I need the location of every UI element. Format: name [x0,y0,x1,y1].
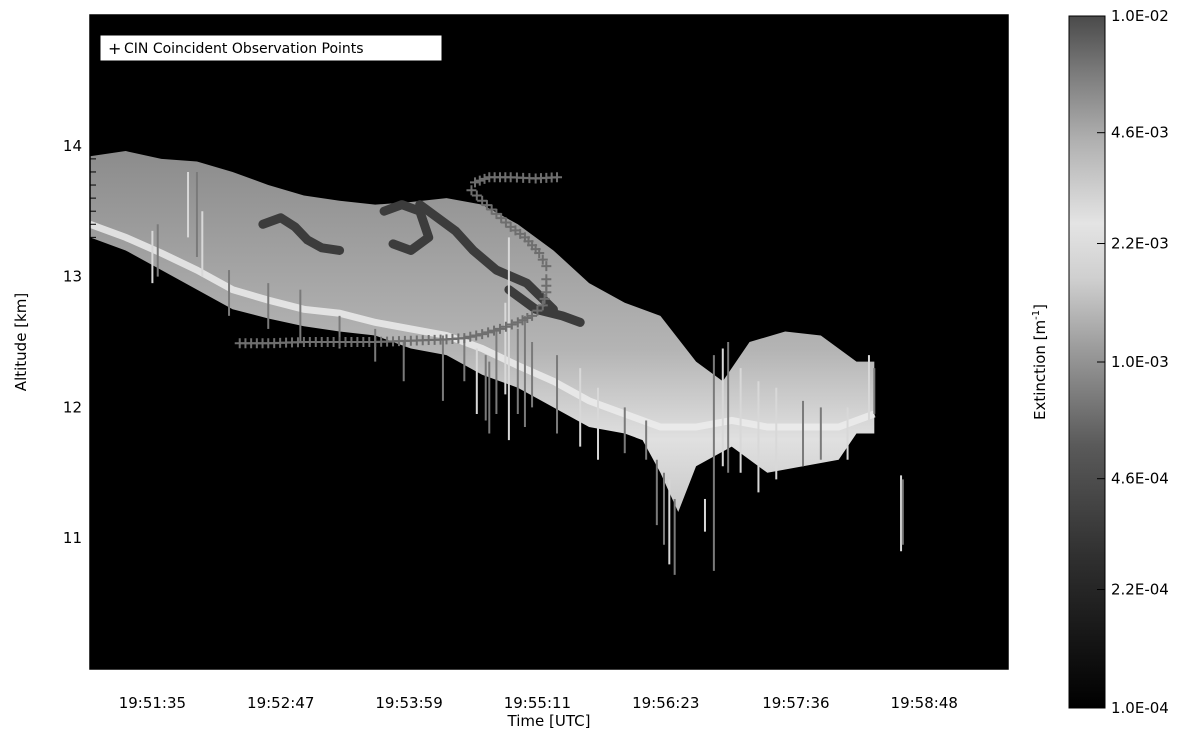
x-tick-label: 19:58:48 [891,694,958,712]
cin-point [470,177,481,188]
cin-point [500,321,511,332]
cin-point [481,200,492,211]
cin-point [527,310,538,321]
cin-point [471,190,482,201]
colorbar-unit-suffix: ] [1031,304,1049,310]
x-tick-label: 19:55:11 [504,694,571,712]
colorbar-label-name: Extinction [1031,345,1049,420]
colorbar-tick-label: 1.0E-03 [1111,353,1169,371]
cin-point [500,217,511,228]
colorbar-label: Extinction [m-1] [1031,304,1049,420]
cin-point [541,274,552,285]
colorbar-unit-prefix: [m [1031,320,1049,340]
y-tick-label: 11 [63,529,82,547]
cin-point [496,213,507,224]
cin-point [477,329,488,340]
colorbar-tick-label: 4.6E-03 [1111,124,1169,142]
cin-point [483,327,494,338]
dark-structure [258,213,345,255]
cin-point [522,313,533,324]
cin-point [537,300,548,311]
cin-point [465,331,476,342]
cin-point [552,172,563,183]
legend-box [99,34,443,62]
x-axis-label: Time [UTC] [507,712,591,730]
y-tick-label: 14 [63,137,82,155]
dark-structure [504,285,585,327]
x-tick-label: 19:51:35 [119,694,186,712]
legend-symbol: + [108,39,121,58]
cin-point [466,185,477,196]
cin-point [505,221,516,232]
colorbar-tick-label: 2.2E-04 [1111,581,1169,599]
cin-point [491,208,502,219]
cin-point [537,254,548,265]
cin-point [494,323,505,334]
colorbar: 1.0E-02 4.6E-03 2.2E-03 1.0E-03 4.6E-04 2.2E-… [1031,7,1169,717]
cin-point [532,305,543,316]
cin-point [471,330,482,341]
colorbar-unit-exponent: -1 [1031,310,1042,320]
extinction-field [90,151,904,575]
cin-point [541,261,552,272]
x-tick-label: 19:57:36 [762,694,829,712]
cin-point [474,175,485,186]
cin-point [517,315,528,326]
y-tick-label: 13 [63,268,82,286]
cin-point [486,204,497,215]
legend-label: CIN Coincident Observation Points [124,41,364,57]
cin-point [459,333,470,344]
colorbar-tick-label: 2.2E-03 [1111,235,1169,253]
cin-point [506,319,517,330]
dark-structure [379,200,434,255]
colorbar-tick-label: 1.0E-02 [1111,7,1169,25]
cin-point [539,293,550,304]
y-tick-label: 12 [63,398,82,416]
cin-point [479,173,490,184]
cin-point [512,317,523,328]
colorbar-tick-label: 1.0E-04 [1111,699,1169,717]
cin-point [489,325,500,336]
axes: 11 12 13 14 19:51:35 19:52:47 19:53:59 19:55:11… [63,14,1009,712]
cin-point [477,195,488,206]
x-tick-label: 19:56:23 [632,694,699,712]
y-axis-label: Altitude [km] [12,293,30,391]
cloud-core [90,220,876,431]
colorbar-tick-label: 4.6E-04 [1111,470,1169,488]
x-tick-label: 19:52:47 [247,694,314,712]
dark-structure [415,200,558,314]
legend: + CIN Coincident Observation Points [99,34,443,62]
x-tick-label: 19:53:59 [375,694,442,712]
